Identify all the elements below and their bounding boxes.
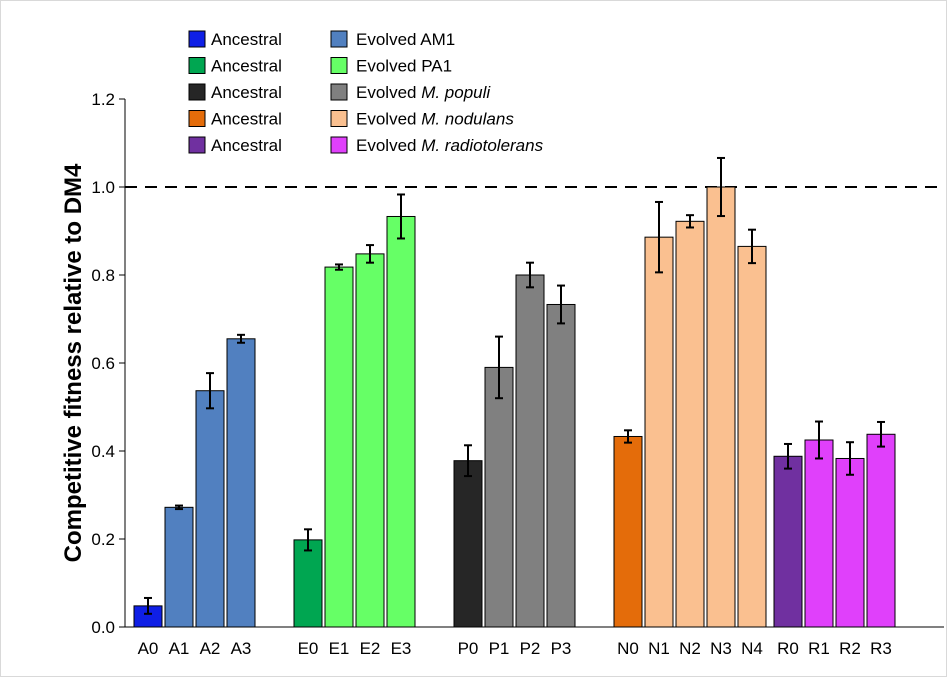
y-tick-label: 0.8 xyxy=(91,266,115,285)
bar-N1 xyxy=(644,236,674,628)
legend-label-ancestral: Ancestral xyxy=(211,110,282,129)
x-tick-label-R2: R2 xyxy=(839,639,861,658)
bar-E1 xyxy=(324,266,354,628)
y-tick-label: 0.4 xyxy=(91,442,115,461)
x-tick-label-N1: N1 xyxy=(648,639,670,658)
bar-A1 xyxy=(164,506,194,628)
legend-label-evolved: Evolved M. nodulans xyxy=(356,110,514,129)
x-tick-label-R0: R0 xyxy=(777,639,799,658)
x-tick-label-P3: P3 xyxy=(551,639,572,658)
legend-label-evolved: Evolved PA1 xyxy=(356,57,452,76)
bars: A0 A1 A2 A3 E0 E1 E2 E3 P0 P1 P2 P3 N0 N1 N2 N3 N4 R0 R1 R2… xyxy=(133,156,896,658)
bar-R2 xyxy=(835,457,865,628)
x-tick-label-R3: R3 xyxy=(870,639,892,658)
legend-label-evolved: Evolved M. radiotolerans xyxy=(356,136,544,155)
bar-P2 xyxy=(515,274,545,628)
bar-P3 xyxy=(546,303,576,628)
bar-N0 xyxy=(613,435,643,628)
bar-A2 xyxy=(195,390,225,628)
legend: Ancestral Evolved AM1 Ancestral Evolved PA1… xyxy=(188,30,544,155)
x-tick-label-N2: N2 xyxy=(679,639,701,658)
bar-N3 xyxy=(706,186,736,628)
x-tick-label-A0: A0 xyxy=(138,639,159,658)
y-tick-label: 1.2 xyxy=(91,90,115,109)
legend-swatch-ancestral xyxy=(188,57,206,74)
legend-swatch-ancestral xyxy=(188,136,206,154)
legend-label-evolved: Evolved M. populi xyxy=(356,83,491,102)
y-tick-label: 0.0 xyxy=(91,618,115,637)
bar-R1 xyxy=(804,439,834,628)
legend-swatch-evolved xyxy=(330,83,348,101)
bar-E2 xyxy=(355,253,385,628)
legend-swatch-ancestral xyxy=(188,30,206,48)
x-tick-label-A2: A2 xyxy=(200,639,221,658)
x-tick-label-P0: P0 xyxy=(458,639,479,658)
x-tick-label-E1: E1 xyxy=(329,639,350,658)
axes: 0.0 0.2 0.4 0.6 0.8 1.0 1.2 xyxy=(91,90,944,637)
x-tick-label-N4: N4 xyxy=(741,639,763,658)
legend-label-evolved: Evolved AM1 xyxy=(356,30,455,49)
legend-swatch-evolved xyxy=(330,136,348,154)
bar-E0 xyxy=(293,539,323,628)
x-tick-label-A3: A3 xyxy=(231,639,252,658)
legend-swatch-ancestral xyxy=(188,110,206,127)
legend-swatch-evolved xyxy=(330,30,348,48)
legend-label-ancestral: Ancestral xyxy=(211,83,282,102)
bar-N4 xyxy=(737,245,767,628)
x-tick-label-N0: N0 xyxy=(617,639,639,658)
legend-label-ancestral: Ancestral xyxy=(211,30,282,49)
bar-A3 xyxy=(226,338,256,628)
x-tick-label-A1: A1 xyxy=(169,639,190,658)
bar-P0 xyxy=(453,460,483,628)
x-tick-label-P1: P1 xyxy=(489,639,510,658)
bar-R3 xyxy=(866,433,896,628)
y-tick-label: 0.2 xyxy=(91,530,115,549)
bar-R0 xyxy=(773,455,803,628)
x-tick-label-E2: E2 xyxy=(360,639,381,658)
x-tick-label-E3: E3 xyxy=(391,639,412,658)
x-tick-label-R1: R1 xyxy=(808,639,830,658)
bar-P1 xyxy=(484,366,514,628)
legend-label-ancestral: Ancestral xyxy=(211,136,282,155)
x-tick-label-E0: E0 xyxy=(298,639,319,658)
x-tick-label-N3: N3 xyxy=(710,639,732,658)
legend-swatch-ancestral xyxy=(188,83,206,101)
legend-swatch-evolved xyxy=(330,110,348,127)
x-tick-label-P2: P2 xyxy=(520,639,541,658)
y-tick-label: 0.6 xyxy=(91,354,115,373)
y-axis-title: Competitive fitness relative to DM4 xyxy=(60,163,87,562)
legend-swatch-evolved xyxy=(330,57,348,74)
y-tick-label: 1.0 xyxy=(91,178,115,197)
bar-N2 xyxy=(675,220,705,628)
legend-label-ancestral: Ancestral xyxy=(211,57,282,76)
bar-E3 xyxy=(386,215,416,628)
